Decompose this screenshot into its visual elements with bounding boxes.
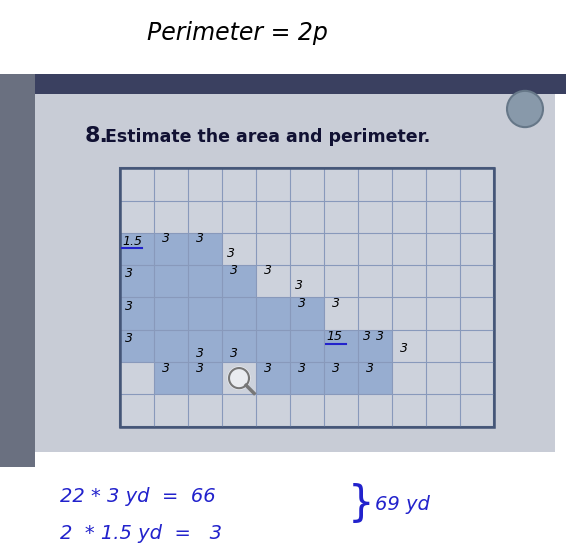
Polygon shape: [228, 367, 250, 389]
Bar: [222, 330, 256, 362]
Bar: [120, 265, 154, 298]
Bar: [222, 298, 256, 330]
Bar: [358, 330, 392, 362]
Text: 3: 3: [298, 296, 306, 310]
Text: 1.5: 1.5: [122, 235, 142, 248]
Text: 3: 3: [400, 342, 408, 355]
Text: 3: 3: [196, 232, 204, 245]
Bar: [0, 74, 35, 467]
Bar: [290, 362, 324, 394]
Bar: [154, 330, 188, 362]
Text: Estimate the area and perimeter.: Estimate the area and perimeter.: [105, 128, 430, 146]
Text: 3: 3: [332, 296, 340, 310]
Bar: [120, 298, 154, 330]
Circle shape: [507, 91, 543, 127]
Bar: [188, 298, 222, 330]
Bar: [188, 330, 222, 362]
Text: 3: 3: [196, 347, 204, 360]
Text: 3: 3: [295, 280, 303, 293]
Text: 3: 3: [230, 264, 238, 277]
Text: 15: 15: [326, 330, 342, 343]
Text: 3: 3: [363, 330, 371, 343]
Text: 22 * 3 yd  =  66: 22 * 3 yd = 66: [60, 486, 216, 506]
Text: Perimeter = 2p: Perimeter = 2p: [147, 21, 328, 45]
Bar: [222, 265, 256, 298]
Text: 3: 3: [264, 362, 272, 375]
Text: 69 yd: 69 yd: [375, 495, 430, 514]
Text: 3: 3: [162, 232, 170, 245]
Bar: [188, 233, 222, 265]
Text: 3: 3: [196, 362, 204, 375]
Text: 3: 3: [264, 264, 272, 277]
Bar: [154, 265, 188, 298]
Bar: [358, 362, 392, 394]
Bar: [0, 74, 566, 94]
Bar: [120, 330, 154, 362]
Bar: [120, 233, 154, 265]
Text: 2  * 1.5 yd  =   3: 2 * 1.5 yd = 3: [60, 524, 222, 543]
Text: 3: 3: [162, 362, 170, 375]
Text: 3: 3: [125, 300, 133, 312]
Bar: [256, 298, 290, 330]
Text: 3: 3: [227, 247, 235, 260]
Bar: [154, 298, 188, 330]
Bar: [290, 330, 324, 362]
Bar: [154, 362, 188, 394]
Text: 3: 3: [332, 362, 340, 375]
Bar: [256, 330, 290, 362]
Bar: [188, 265, 222, 298]
Bar: [324, 362, 358, 394]
Text: 8.: 8.: [85, 126, 109, 146]
Text: 3: 3: [366, 362, 374, 375]
Bar: [290, 298, 324, 330]
Bar: [120, 169, 494, 426]
Bar: [154, 233, 188, 265]
Bar: [120, 169, 494, 426]
Text: 3: 3: [230, 347, 238, 360]
Text: 3: 3: [125, 268, 133, 280]
Bar: [256, 362, 290, 394]
Text: }: }: [348, 483, 375, 525]
Text: 3: 3: [125, 332, 133, 345]
Text: 3: 3: [376, 330, 384, 343]
Bar: [188, 362, 222, 394]
Bar: [324, 330, 358, 362]
Text: 3: 3: [298, 362, 306, 375]
